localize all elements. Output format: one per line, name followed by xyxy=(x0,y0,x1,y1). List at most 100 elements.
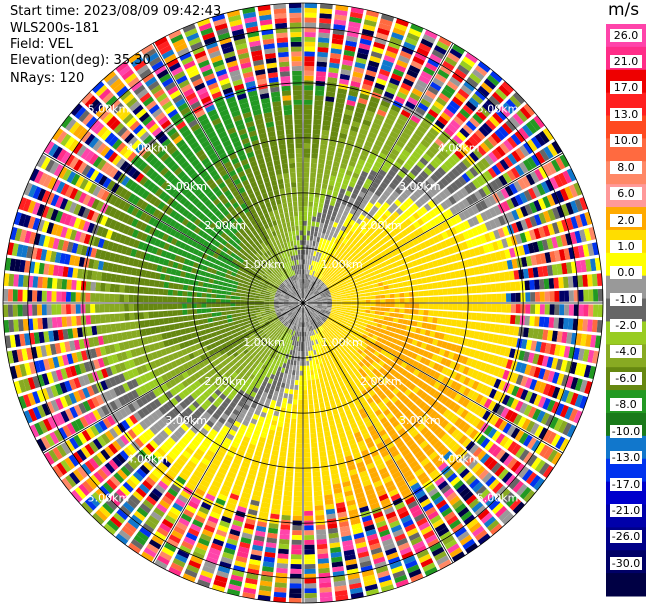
range-gate xyxy=(350,294,356,298)
range-gate xyxy=(510,281,516,291)
range-gate xyxy=(322,228,327,234)
range-gate xyxy=(327,77,338,83)
range-gate xyxy=(347,255,354,261)
range-gate xyxy=(309,191,315,198)
range-gate xyxy=(306,296,311,300)
range-gate xyxy=(416,341,423,348)
range-gate xyxy=(306,297,312,301)
range-gate xyxy=(475,382,484,393)
range-gate xyxy=(304,269,307,275)
range-gate xyxy=(305,288,307,294)
range-gate xyxy=(453,203,462,213)
range-gate xyxy=(396,157,405,166)
range-gate xyxy=(320,292,326,295)
range-gate xyxy=(508,325,515,336)
range-gate xyxy=(350,310,356,314)
range-gate xyxy=(383,91,395,100)
range-gate xyxy=(350,176,358,184)
range-gate xyxy=(399,394,407,402)
range-gate xyxy=(320,382,326,389)
range-gate xyxy=(385,381,393,389)
range-gate xyxy=(328,220,334,227)
range-gate xyxy=(323,271,328,277)
range-gate xyxy=(331,165,339,172)
range-gate xyxy=(334,14,347,21)
range-gate xyxy=(339,346,345,352)
range-gate xyxy=(357,349,363,355)
range-gate xyxy=(382,201,390,210)
range-gate xyxy=(441,211,450,220)
range-gate xyxy=(375,371,382,378)
range-gate xyxy=(340,358,346,364)
range-gate xyxy=(341,296,347,299)
range-gate xyxy=(545,179,555,192)
range-gate xyxy=(579,197,588,211)
range-gate xyxy=(347,345,354,351)
range-gate xyxy=(320,253,325,259)
range-gate xyxy=(405,100,416,110)
range-gate xyxy=(340,385,347,392)
range-gate xyxy=(430,423,439,433)
range-gate xyxy=(538,382,547,394)
range-gate xyxy=(289,583,302,589)
range-gate xyxy=(431,197,440,206)
range-gate xyxy=(297,336,300,342)
range-gate xyxy=(322,265,327,271)
range-gate xyxy=(376,278,383,283)
range-gate xyxy=(430,104,442,115)
range-gate xyxy=(514,429,525,442)
range-gate xyxy=(334,244,340,251)
range-gate xyxy=(505,314,511,324)
range-gate xyxy=(303,128,312,134)
range-gate xyxy=(346,279,352,284)
range-gate xyxy=(527,156,537,169)
range-gate xyxy=(394,95,406,105)
range-gate xyxy=(310,437,317,444)
range-gate xyxy=(388,428,397,437)
range-gate xyxy=(505,359,513,370)
range-gate xyxy=(376,263,383,270)
range-gate xyxy=(373,249,380,256)
range-gate xyxy=(337,192,344,199)
range-gate xyxy=(494,324,501,333)
range-gate xyxy=(456,406,465,416)
range-gate xyxy=(329,62,340,69)
range-gate xyxy=(304,515,314,521)
range-gate xyxy=(390,104,401,113)
range-gate xyxy=(327,303,332,305)
range-gate xyxy=(497,261,504,271)
range-gate xyxy=(588,226,597,241)
range-gate xyxy=(496,405,506,416)
range-gate xyxy=(464,411,473,422)
range-gate xyxy=(463,80,476,92)
range-gate xyxy=(355,266,362,272)
range-gate xyxy=(360,293,366,297)
range-gate xyxy=(327,301,332,303)
range-gate xyxy=(385,198,394,206)
range-gate xyxy=(408,478,418,487)
range-gate xyxy=(523,103,536,117)
range-gate xyxy=(443,303,449,310)
range-gate xyxy=(359,328,365,334)
range-gate xyxy=(294,486,302,492)
range-gate xyxy=(348,402,356,409)
range-gate xyxy=(366,386,373,393)
range-gate xyxy=(316,61,327,68)
range-gate xyxy=(359,346,366,352)
range-gate xyxy=(345,246,352,253)
range-gate xyxy=(530,254,537,266)
range-gate xyxy=(383,437,392,445)
range-gate xyxy=(529,316,535,327)
range-gate xyxy=(377,382,385,389)
range-gate xyxy=(385,217,393,225)
range-gate xyxy=(307,289,310,295)
range-gate xyxy=(317,315,322,320)
range-gate xyxy=(313,231,318,237)
range-gate xyxy=(400,361,408,369)
range-gate xyxy=(339,188,346,195)
range-gate xyxy=(391,322,398,328)
range-gate xyxy=(359,254,366,260)
range-gate xyxy=(459,487,471,498)
range-gate xyxy=(403,127,413,137)
range-gate xyxy=(336,177,343,184)
